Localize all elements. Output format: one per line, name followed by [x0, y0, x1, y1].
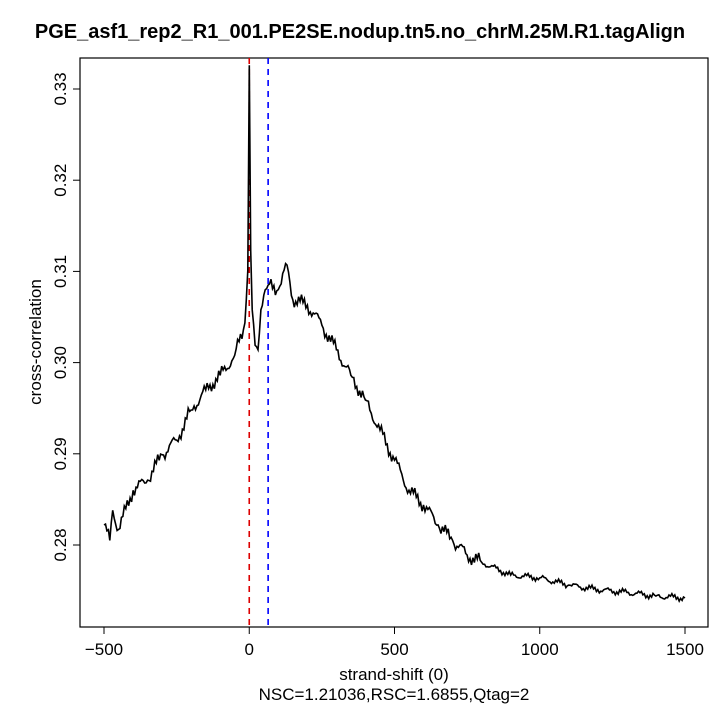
x-tick-label: 500: [380, 640, 408, 659]
series-line: [103, 65, 686, 604]
x-tick-label: 1500: [666, 640, 704, 659]
y-tick-label: 0.33: [51, 72, 70, 105]
y-tick-label: 0.28: [51, 528, 70, 561]
y-tick-label: 0.32: [51, 164, 70, 197]
y-axis-label: cross-correlation: [26, 279, 45, 405]
y-axis: 0.28 0.29 0.30 0.31 0.32 0.33: [51, 72, 80, 562]
x-axis-label: strand-shift (0): [339, 665, 449, 684]
y-tick-label: 0.30: [51, 346, 70, 379]
y-tick-label: 0.31: [51, 255, 70, 288]
chart-title: PGE_asf1_rep2_R1_001.PE2SE.nodup.tn5.no_…: [35, 21, 685, 43]
subtitle-metrics: NSC=1.21036,RSC=1.6855,Qtag=2: [259, 685, 530, 704]
reference-lines: [248, 58, 269, 627]
plot-frame: [79, 57, 709, 628]
x-axis: −500 0 500 1000 1500: [85, 626, 704, 659]
x-tick-label: 1000: [521, 640, 559, 659]
y-tick-label: 0.29: [51, 437, 70, 470]
x-tick-label: −500: [85, 640, 123, 659]
x-tick-label: 0: [245, 640, 254, 659]
